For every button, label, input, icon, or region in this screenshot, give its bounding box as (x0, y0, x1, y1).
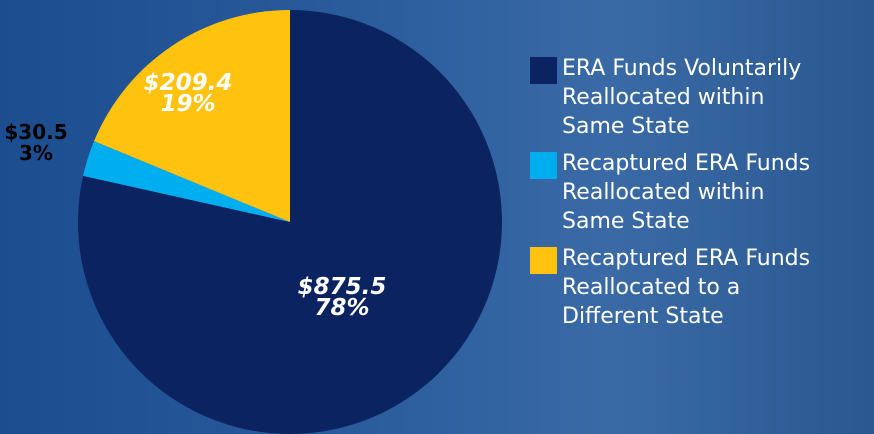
percent-label: 78% (314, 295, 369, 321)
legend-label: ERA Funds Voluntarily Reallocated within… (562, 54, 801, 141)
percent-label: 3% (19, 141, 53, 165)
legend-label: Recaptured ERA Funds Reallocated to a Di… (562, 244, 810, 331)
legend-item: ERA Funds Voluntarily Reallocated within… (530, 54, 874, 141)
page: $875.578%$30.53%$209.419% ERA Funds Volu… (0, 0, 874, 434)
legend-item: Recaptured ERA Funds Reallocated to a Di… (530, 244, 874, 331)
legend: ERA Funds Voluntarily Reallocated within… (530, 54, 874, 339)
legend-label: Recaptured ERA Funds Reallocated within … (562, 149, 810, 236)
legend-item: Recaptured ERA Funds Reallocated within … (530, 149, 874, 236)
legend-swatch (530, 152, 557, 179)
legend-swatch (530, 57, 557, 84)
legend-swatch (530, 247, 557, 274)
percent-label: 19% (160, 91, 215, 117)
